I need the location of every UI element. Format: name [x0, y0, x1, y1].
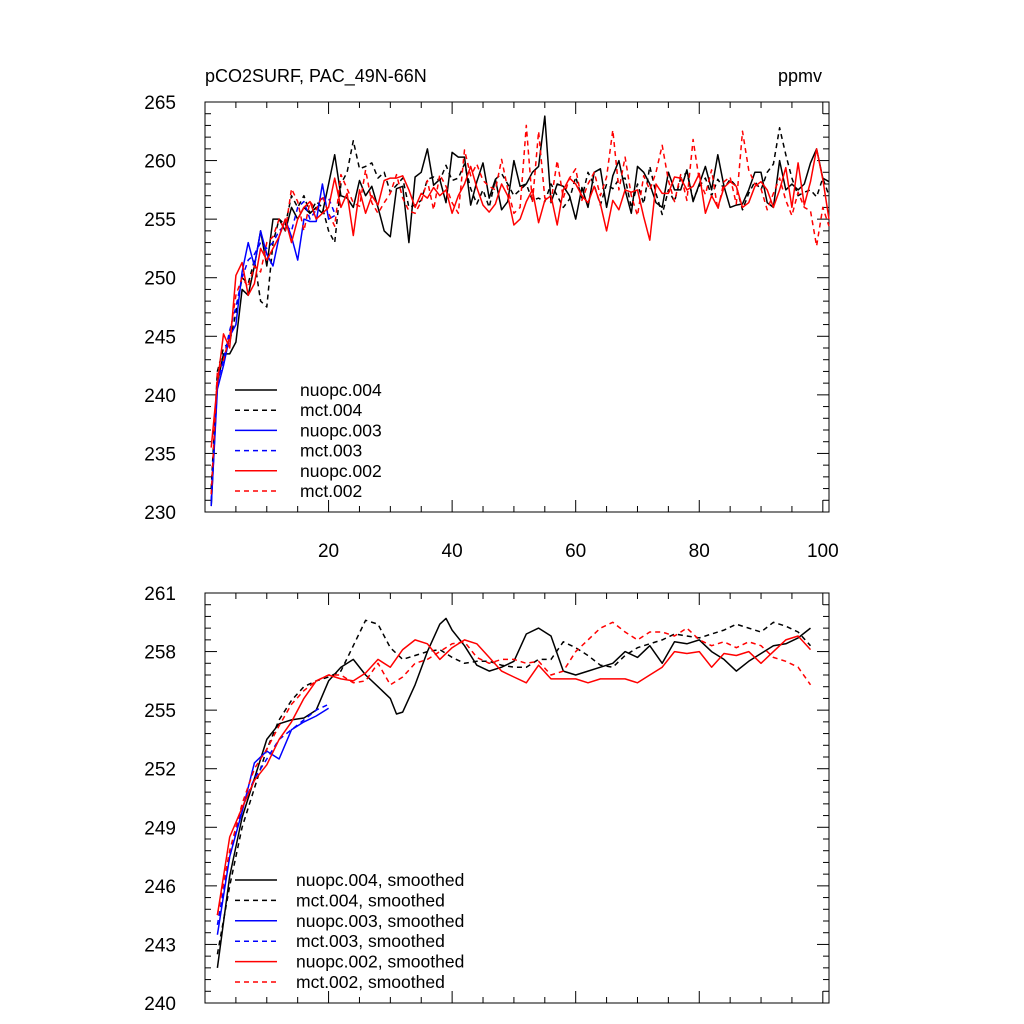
y-tick-label: 255	[144, 210, 176, 231]
y-tick-label: 252	[144, 760, 176, 781]
y-tick-label: 265	[144, 93, 176, 114]
plot-frame	[204, 592, 830, 1004]
series-line-nuopc-004-smoothed	[216, 617, 811, 968]
y-tick-label: 245	[144, 327, 176, 348]
legend-label: mct.002	[300, 481, 362, 501]
units-label: ppmv	[778, 66, 822, 86]
legend-label: nuopc.002, smoothed	[296, 952, 464, 972]
series-line-mct-004	[210, 127, 830, 489]
x-tick-label: 60	[565, 541, 586, 562]
y-tick-label: 243	[144, 935, 176, 956]
legend-label: mct.004, smoothed	[296, 890, 445, 910]
y-tick-label: 260	[144, 152, 176, 173]
legend-label: mct.003	[300, 441, 362, 461]
x-tick-label: 20	[318, 541, 339, 562]
top-panel-raw: pCO2SURF, PAC_49N-66N ppmv 230 235 240 245 250…	[144, 66, 838, 562]
plot-frame	[204, 101, 830, 513]
legend-label: mct.002, smoothed	[296, 972, 445, 992]
y-tick-label: 230	[144, 503, 176, 524]
legend-label: mct.004	[300, 400, 363, 420]
series-line-mct-003-smoothed	[216, 703, 329, 926]
legend-label: nuopc.003	[300, 420, 382, 440]
y-tick-label: 249	[144, 818, 176, 839]
y-tick-label: 261	[144, 584, 176, 605]
legend-label: nuopc.003, smoothed	[296, 911, 464, 931]
bottom-panel-smoothed: 240 243 246 249 252 255 258 261 nuopc.004, smoot…	[144, 584, 830, 1015]
series-line-nuopc-002-smoothed	[216, 635, 812, 916]
chart-title: pCO2SURF, PAC_49N-66N	[205, 66, 427, 87]
legend-label: nuopc.002	[300, 461, 382, 481]
y-tick-label: 255	[144, 701, 176, 722]
y-tick-label: 246	[144, 877, 176, 898]
x-tick-label: 80	[689, 541, 710, 562]
legend-label: mct.003, smoothed	[296, 931, 445, 951]
y-tick-label: 250	[144, 269, 176, 290]
legend-label: nuopc.004, smoothed	[296, 870, 464, 890]
y-tick-label: 240	[144, 386, 176, 407]
y-tick-label: 258	[144, 643, 176, 664]
x-tick-label: 100	[807, 541, 839, 562]
series-line-mct-002-smoothed	[216, 621, 812, 916]
series-line-mct-002	[210, 124, 830, 495]
y-tick-label: 240	[144, 994, 176, 1015]
x-tick-label: 40	[442, 541, 463, 562]
series-line-nuopc-002	[210, 148, 830, 448]
y-tick-label: 235	[144, 444, 176, 465]
series-line-nuopc-004	[210, 115, 830, 507]
legend-label: nuopc.004	[300, 380, 382, 400]
